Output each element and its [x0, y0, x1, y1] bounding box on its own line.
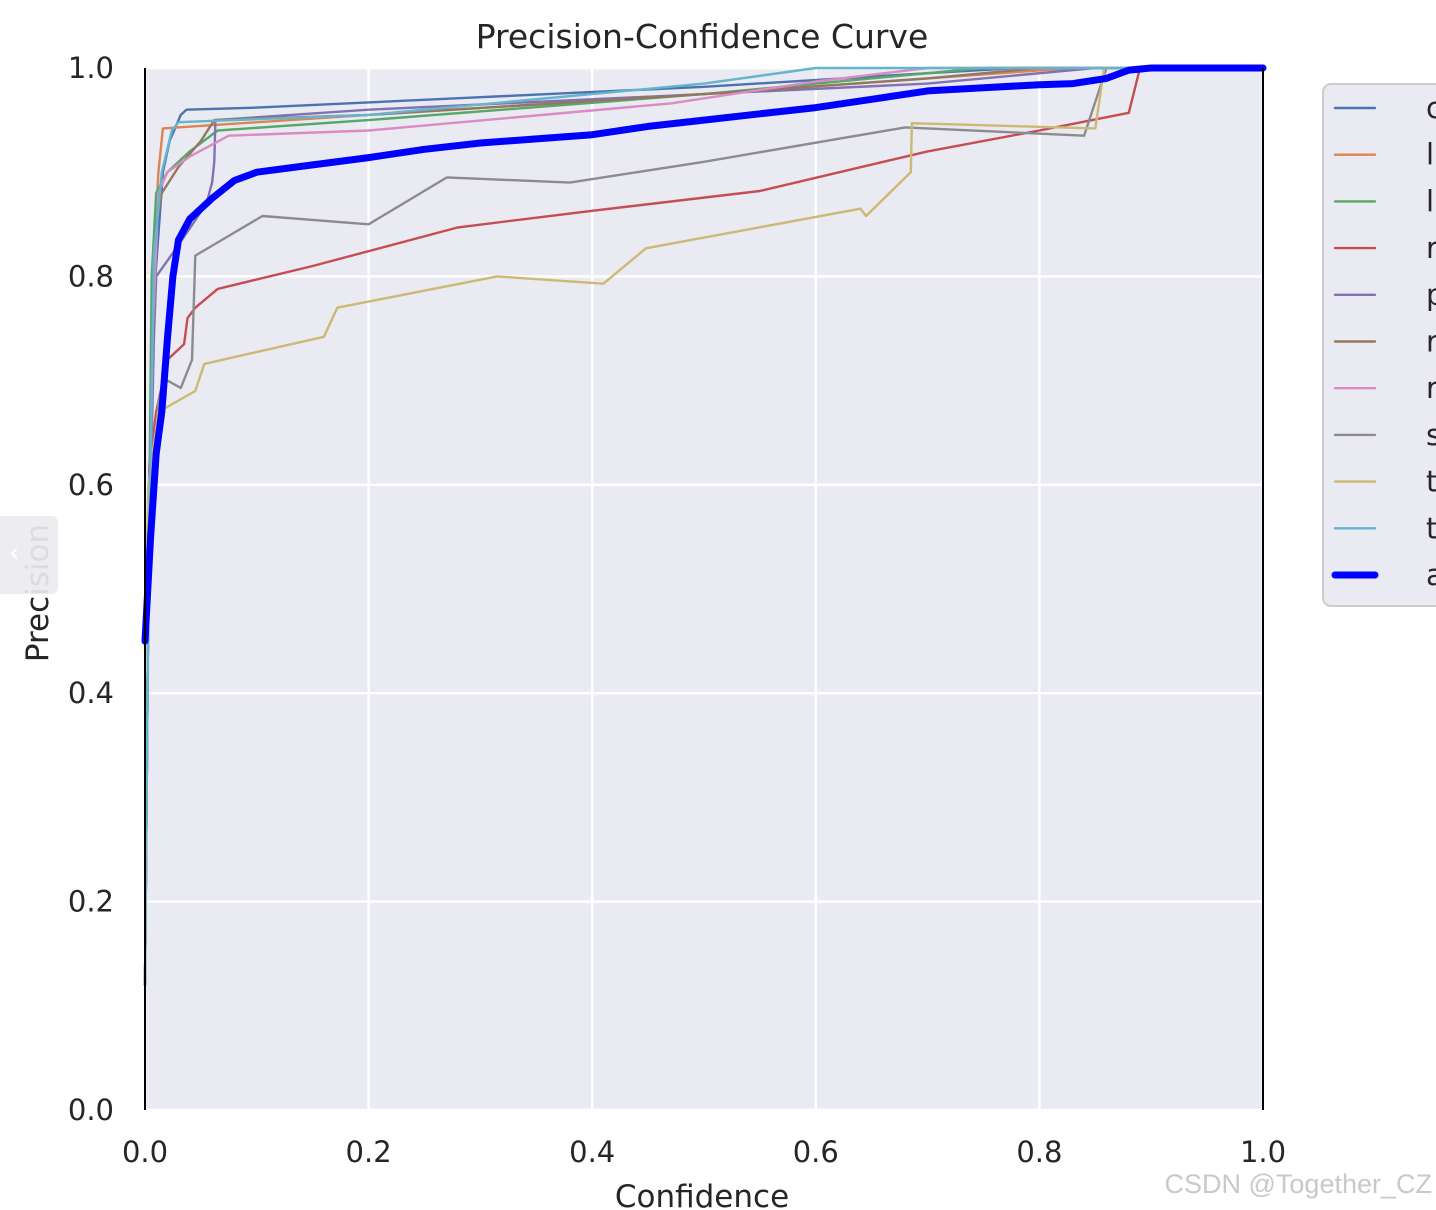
series-line-4	[143, 66, 1265, 987]
x-tick-labels: 0.0 0.2 0.4 0.6 0.8 1.0	[122, 1135, 1286, 1169]
chart-title: Precision-Confidence Curve	[476, 17, 929, 56]
legend-label: s	[1426, 418, 1436, 452]
series-line-8	[143, 66, 1265, 643]
legend-label: r	[1426, 231, 1436, 265]
x-tick-label: 0.4	[569, 1135, 615, 1169]
x-axis-title: Confidence	[615, 1179, 789, 1210]
x-tick-label: 1.0	[1240, 1135, 1286, 1169]
legend-label: r	[1426, 371, 1436, 405]
y-tick-label: 0.0	[68, 1093, 114, 1127]
series-line-9	[143, 66, 1265, 987]
legend-label: l	[1426, 184, 1434, 218]
legend-label: t	[1426, 465, 1436, 499]
x-tick-label: 0.2	[346, 1135, 392, 1169]
y-tick-label: 0.2	[68, 885, 114, 919]
legend-box	[1322, 83, 1436, 607]
legend-label: a	[1426, 558, 1436, 592]
legend-label: p	[1426, 278, 1436, 312]
chevron-left-icon: ‹	[9, 538, 20, 568]
legend-label: r	[1426, 325, 1436, 359]
y-tick-labels: 0.0 0.2 0.4 0.6 0.8 1.0	[68, 51, 114, 1127]
x-tick-label: 0.0	[122, 1135, 168, 1169]
series-line-10	[141, 64, 1267, 645]
x-tick-label: 0.8	[1016, 1135, 1062, 1169]
watermark: CSDN @Together_CZ	[1164, 1169, 1433, 1199]
x-tick-label: 0.6	[793, 1135, 839, 1169]
legend-label: t	[1426, 511, 1436, 545]
y-tick-label: 0.6	[68, 468, 114, 502]
series-line-2	[143, 66, 1265, 987]
series-lines	[141, 64, 1267, 987]
y-tick-label: 0.4	[68, 676, 114, 710]
y-tick-label: 0.8	[68, 259, 114, 293]
legend-label: c	[1426, 91, 1436, 125]
collapse-side-tab[interactable]: ‹	[0, 516, 58, 594]
y-tick-label: 1.0	[68, 51, 114, 85]
plot-background	[145, 68, 1263, 1110]
legend-label: l	[1426, 138, 1434, 172]
